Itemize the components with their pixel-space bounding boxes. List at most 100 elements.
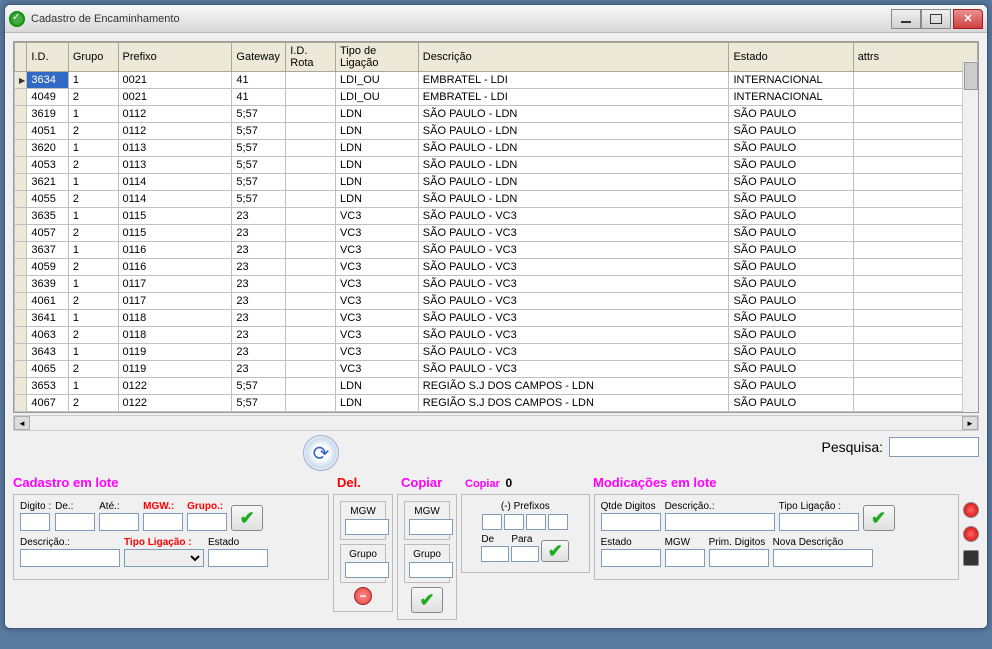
- table-row[interactable]: 3620101135;57LDNSÃO PAULO - LDNSÃO PAULO: [15, 140, 978, 157]
- close-button[interactable]: [953, 9, 983, 29]
- ate-label: Até.:: [99, 501, 139, 512]
- column-header[interactable]: Prefixo: [118, 43, 232, 72]
- titlebar[interactable]: Cadastro de Encaminhamento: [5, 5, 987, 33]
- cadastro-ok-button[interactable]: [231, 505, 263, 531]
- copiar-mgw-input[interactable]: [409, 519, 453, 535]
- modif-panel: Qtde Digitos Descrição.: Tipo Ligação : …: [594, 494, 959, 580]
- column-header[interactable]: Grupo: [68, 43, 118, 72]
- mgw-input[interactable]: [143, 513, 183, 531]
- column-header[interactable]: Gateway: [232, 43, 286, 72]
- refresh-icon[interactable]: [303, 435, 339, 471]
- estado-label: Estado: [208, 537, 268, 548]
- descricao-label: Descrição.:: [20, 537, 120, 548]
- del-mgw-input[interactable]: [345, 519, 389, 535]
- column-header[interactable]: Descrição: [418, 43, 729, 72]
- de-input[interactable]: [55, 513, 95, 531]
- table-row[interactable]: 40652011923VC3SÃO PAULO - VC3SÃO PAULO: [15, 361, 978, 378]
- copiar-panel: MGW Grupo: [397, 494, 457, 620]
- scroll-left-button[interactable]: ◄: [14, 416, 30, 430]
- column-header[interactable]: I.D. Rota: [286, 43, 336, 72]
- prefixos-label: (-) Prefixos: [468, 501, 583, 512]
- qtde-digitos-label: Qtde Digitos: [601, 501, 661, 512]
- estado-input[interactable]: [208, 549, 268, 567]
- de2-label: De: [481, 534, 509, 545]
- table-row[interactable]: 36431011923VC3SÃO PAULO - VC3SÃO PAULO: [15, 344, 978, 361]
- app-icon: [9, 11, 25, 27]
- del-grupo-label: Grupo: [345, 549, 381, 560]
- cadastro-title: Cadastro em lote: [13, 475, 333, 490]
- table-row[interactable]: 4067201225;57LDNREGIÃO S.J DOS CAMPOS - …: [15, 395, 978, 412]
- table-row[interactable]: 36411011823VC3SÃO PAULO - VC3SÃO PAULO: [15, 310, 978, 327]
- table-row[interactable]: 4055201145;57LDNSÃO PAULO - LDNSÃO PAULO: [15, 191, 978, 208]
- table-row[interactable]: 40592011623VC3SÃO PAULO - VC3SÃO PAULO: [15, 259, 978, 276]
- maximize-button[interactable]: [921, 9, 951, 29]
- copiar-title: Copiar: [401, 475, 461, 490]
- table-row[interactable]: 40612011723VC3SÃO PAULO - VC3SÃO PAULO: [15, 293, 978, 310]
- prefix-2-input[interactable]: [504, 514, 524, 530]
- table-row[interactable]: 36391011723VC3SÃO PAULO - VC3SÃO PAULO: [15, 276, 978, 293]
- modif-title: Modicações em lote: [593, 475, 717, 490]
- del-grupo-input[interactable]: [345, 562, 389, 578]
- scroll-right-button[interactable]: ►: [962, 416, 978, 430]
- del-title: Del.: [337, 475, 397, 490]
- ate-input[interactable]: [99, 513, 139, 531]
- grupo-input[interactable]: [187, 513, 227, 531]
- side-buttons: [963, 494, 979, 566]
- column-header[interactable]: Estado: [729, 43, 853, 72]
- para-input[interactable]: [511, 546, 539, 562]
- cadastro-panel: Digito : De.: Até.: MGW.: Grupo.: Descri…: [13, 494, 329, 580]
- table-row[interactable]: 40632011823VC3SÃO PAULO - VC3SÃO PAULO: [15, 327, 978, 344]
- del-button[interactable]: [354, 587, 372, 605]
- table-row[interactable]: 3619101125;57LDNSÃO PAULO - LDNSÃO PAULO: [15, 106, 978, 123]
- table-row[interactable]: 36351011523VC3SÃO PAULO - VC3SÃO PAULO: [15, 208, 978, 225]
- side-delete-2-button[interactable]: [963, 526, 979, 542]
- qtde-digitos-input[interactable]: [601, 513, 661, 531]
- prim-digitos-input[interactable]: [709, 549, 769, 567]
- side-terminal-button[interactable]: [963, 550, 979, 566]
- column-header[interactable]: I.D.: [27, 43, 68, 72]
- search-input[interactable]: [889, 437, 979, 457]
- tipo-ligacao-select[interactable]: [124, 549, 204, 567]
- data-grid[interactable]: I.D.GrupoPrefixoGatewayI.D. RotaTipo de …: [13, 41, 979, 413]
- copiar2-title: Copiar 0: [465, 475, 525, 490]
- side-delete-1-button[interactable]: [963, 502, 979, 518]
- modif-mgw-label: MGW: [665, 537, 705, 548]
- digito-label: Digito :: [20, 501, 51, 512]
- table-row[interactable]: 3621101145;57LDNSÃO PAULO - LDNSÃO PAULO: [15, 174, 978, 191]
- column-header[interactable]: attrs: [853, 43, 977, 72]
- modif-estado-input[interactable]: [601, 549, 661, 567]
- table-row[interactable]: 40572011523VC3SÃO PAULO - VC3SÃO PAULO: [15, 225, 978, 242]
- descricao-input[interactable]: [20, 549, 120, 567]
- digito-input[interactable]: [20, 513, 50, 531]
- horizontal-scrollbar[interactable]: ◄ ►: [13, 415, 979, 431]
- table-row[interactable]: 4053201135;57LDNSÃO PAULO - LDNSÃO PAULO: [15, 157, 978, 174]
- modif-descricao-input[interactable]: [665, 513, 775, 531]
- copiar2-ok-button[interactable]: [541, 540, 569, 562]
- minimize-button[interactable]: [891, 9, 921, 29]
- copiar-ok-button[interactable]: [411, 587, 443, 613]
- table-row[interactable]: 3653101225;57LDNREGIÃO S.J DOS CAMPOS - …: [15, 378, 978, 395]
- modif-estado-label: Estado: [601, 537, 661, 548]
- table-row[interactable]: 36371011623VC3SÃO PAULO - VC3SÃO PAULO: [15, 242, 978, 259]
- modif-tipo-input[interactable]: [779, 513, 859, 531]
- modif-ok-button[interactable]: [863, 505, 895, 531]
- de2-input[interactable]: [481, 546, 509, 562]
- search-label: Pesquisa:: [822, 439, 883, 455]
- del-panel: MGW Grupo: [333, 494, 393, 612]
- table-row[interactable]: 4051201125;57LDNSÃO PAULO - LDNSÃO PAULO: [15, 123, 978, 140]
- prefix-3-input[interactable]: [526, 514, 546, 530]
- window-title: Cadastro de Encaminhamento: [31, 13, 891, 25]
- de-label: De.:: [55, 501, 95, 512]
- prim-digitos-label: Prim. Digitos: [709, 537, 769, 548]
- nova-desc-input[interactable]: [773, 549, 873, 567]
- prefix-1-input[interactable]: [482, 514, 502, 530]
- table-row[interactable]: 36341002141LDI_OUEMBRATEL - LDIINTERNACI…: [15, 72, 978, 89]
- table-row[interactable]: 40492002141LDI_OUEMBRATEL - LDIINTERNACI…: [15, 89, 978, 106]
- tipo-ligacao-label: Tipo Ligação :: [124, 537, 204, 548]
- prefix-4-input[interactable]: [548, 514, 568, 530]
- copiar-grupo-input[interactable]: [409, 562, 453, 578]
- column-header[interactable]: Tipo de Ligação: [335, 43, 418, 72]
- vertical-scrollbar[interactable]: [962, 61, 978, 412]
- copiar-grupo-label: Grupo: [409, 549, 445, 560]
- modif-mgw-input[interactable]: [665, 549, 705, 567]
